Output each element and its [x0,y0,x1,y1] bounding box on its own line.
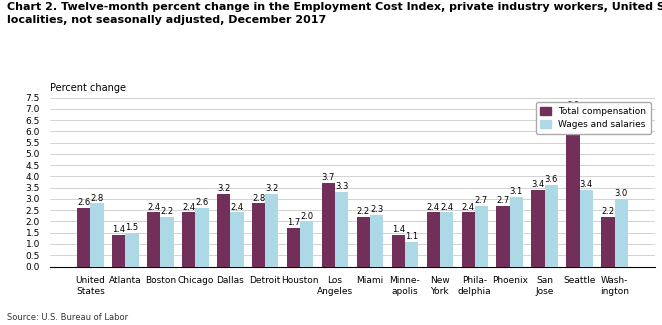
Bar [335,192,348,266]
Bar [265,194,279,266]
Bar [461,213,475,266]
Bar [532,190,545,266]
Bar [287,228,300,266]
Bar [567,111,580,266]
Text: 2.4: 2.4 [147,202,160,212]
Text: Source: U.S. Bureau of Labor: Source: U.S. Bureau of Labor [7,313,128,322]
Text: 2.2: 2.2 [357,207,370,216]
Text: 2.4: 2.4 [182,202,195,212]
Text: 3.1: 3.1 [510,187,523,196]
Text: 2.6: 2.6 [195,198,209,207]
Bar [357,217,370,266]
Bar [614,199,628,266]
Bar [426,213,440,266]
Bar [322,183,335,266]
Bar [496,206,510,266]
Bar [112,235,125,266]
Bar [160,217,173,266]
Text: Percent change: Percent change [50,83,126,93]
Text: 2.8: 2.8 [252,193,265,202]
Text: 2.7: 2.7 [496,196,510,205]
Text: 2.3: 2.3 [370,205,383,214]
Bar [182,213,195,266]
Text: 3.4: 3.4 [532,180,545,189]
Legend: Total compensation, Wages and salaries: Total compensation, Wages and salaries [536,102,651,134]
Bar [601,217,614,266]
Bar [510,197,523,266]
Text: 1.7: 1.7 [287,218,300,227]
Text: 2.7: 2.7 [475,196,488,205]
Bar [91,203,104,266]
Text: 1.4: 1.4 [112,225,125,234]
Bar [370,215,383,266]
Bar [405,242,418,266]
Text: 2.2: 2.2 [601,207,614,216]
Text: 2.4: 2.4 [427,202,440,212]
Text: 2.4: 2.4 [440,202,453,212]
Bar [230,213,244,266]
Bar [77,208,91,266]
Bar [440,213,453,266]
Text: 3.3: 3.3 [335,182,348,191]
Text: 2.4: 2.4 [461,202,475,212]
Bar [392,235,405,266]
Bar [147,213,160,266]
Text: 2.4: 2.4 [230,202,244,212]
Text: 2.8: 2.8 [91,193,104,202]
Text: 2.0: 2.0 [300,212,313,221]
Bar [125,233,138,266]
Text: 1.4: 1.4 [392,225,405,234]
Bar [580,190,593,266]
Text: 3.7: 3.7 [322,173,335,182]
Text: 1.1: 1.1 [405,232,418,241]
Bar [300,221,313,266]
Bar [252,203,265,266]
Text: 2.2: 2.2 [160,207,173,216]
Text: 2.6: 2.6 [77,198,91,207]
Bar [195,208,209,266]
Text: Chart 2. Twelve-month percent change in the Employment Cost Index, private indus: Chart 2. Twelve-month percent change in … [7,2,662,12]
Text: 1.5: 1.5 [126,223,138,232]
Bar [217,194,230,266]
Text: 3.2: 3.2 [217,185,230,193]
Bar [545,185,558,266]
Text: 3.0: 3.0 [614,189,628,198]
Text: 3.4: 3.4 [580,180,593,189]
Text: localities, not seasonally adjusted, December 2017: localities, not seasonally adjusted, Dec… [7,15,326,25]
Text: 3.6: 3.6 [545,176,558,185]
Bar [475,206,488,266]
Text: 6.9: 6.9 [567,101,580,110]
Text: 3.2: 3.2 [265,185,279,193]
